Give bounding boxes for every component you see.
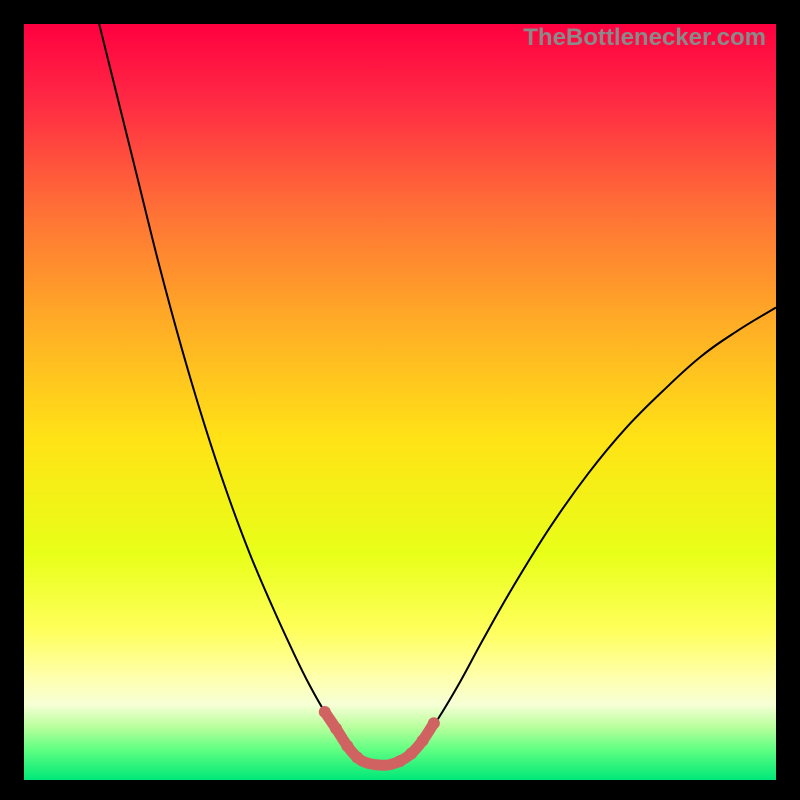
highlight-dot — [319, 706, 331, 718]
highlight-dot — [428, 717, 440, 729]
highlight-dot — [417, 735, 429, 747]
highlight-dot — [341, 740, 353, 752]
highlight-dot — [394, 755, 406, 767]
highlight-dot — [330, 723, 342, 735]
curve-layer — [24, 24, 776, 780]
main-curve — [99, 24, 776, 765]
chart-canvas: TheBottlenecker.com — [0, 0, 800, 800]
highlight-dot — [405, 748, 417, 760]
highlight-dot — [351, 751, 363, 763]
plot-area: TheBottlenecker.com — [24, 24, 776, 780]
watermark-text: TheBottlenecker.com — [523, 24, 766, 52]
